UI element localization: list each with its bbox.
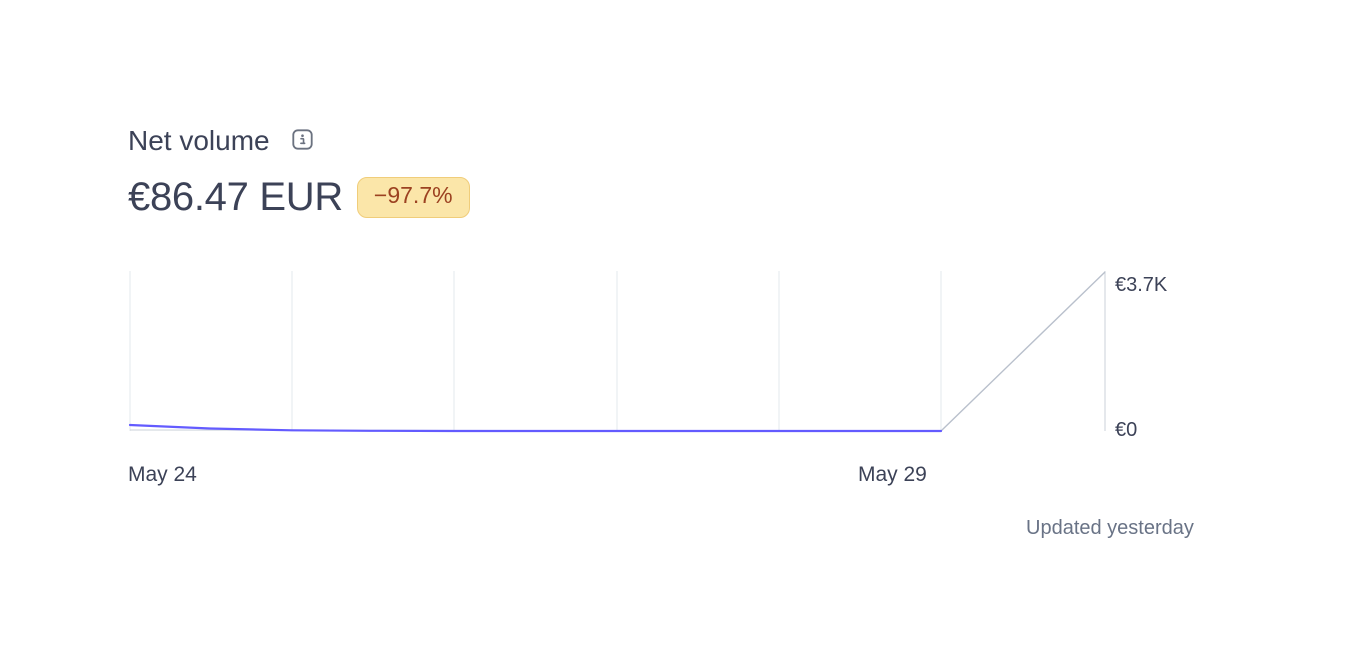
- svg-text:€0: €0: [1115, 419, 1137, 441]
- svg-text:€3.7K: €3.7K: [1115, 274, 1168, 296]
